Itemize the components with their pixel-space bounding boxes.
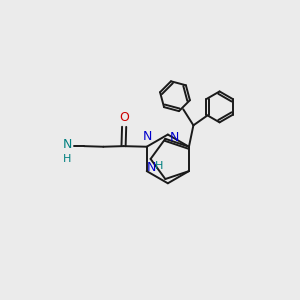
Text: N: N bbox=[63, 138, 72, 152]
Text: N: N bbox=[169, 131, 179, 144]
Text: O: O bbox=[119, 111, 129, 124]
Text: H: H bbox=[155, 161, 163, 171]
Text: N: N bbox=[146, 161, 156, 174]
Text: H: H bbox=[63, 154, 71, 164]
Text: N: N bbox=[142, 130, 152, 143]
